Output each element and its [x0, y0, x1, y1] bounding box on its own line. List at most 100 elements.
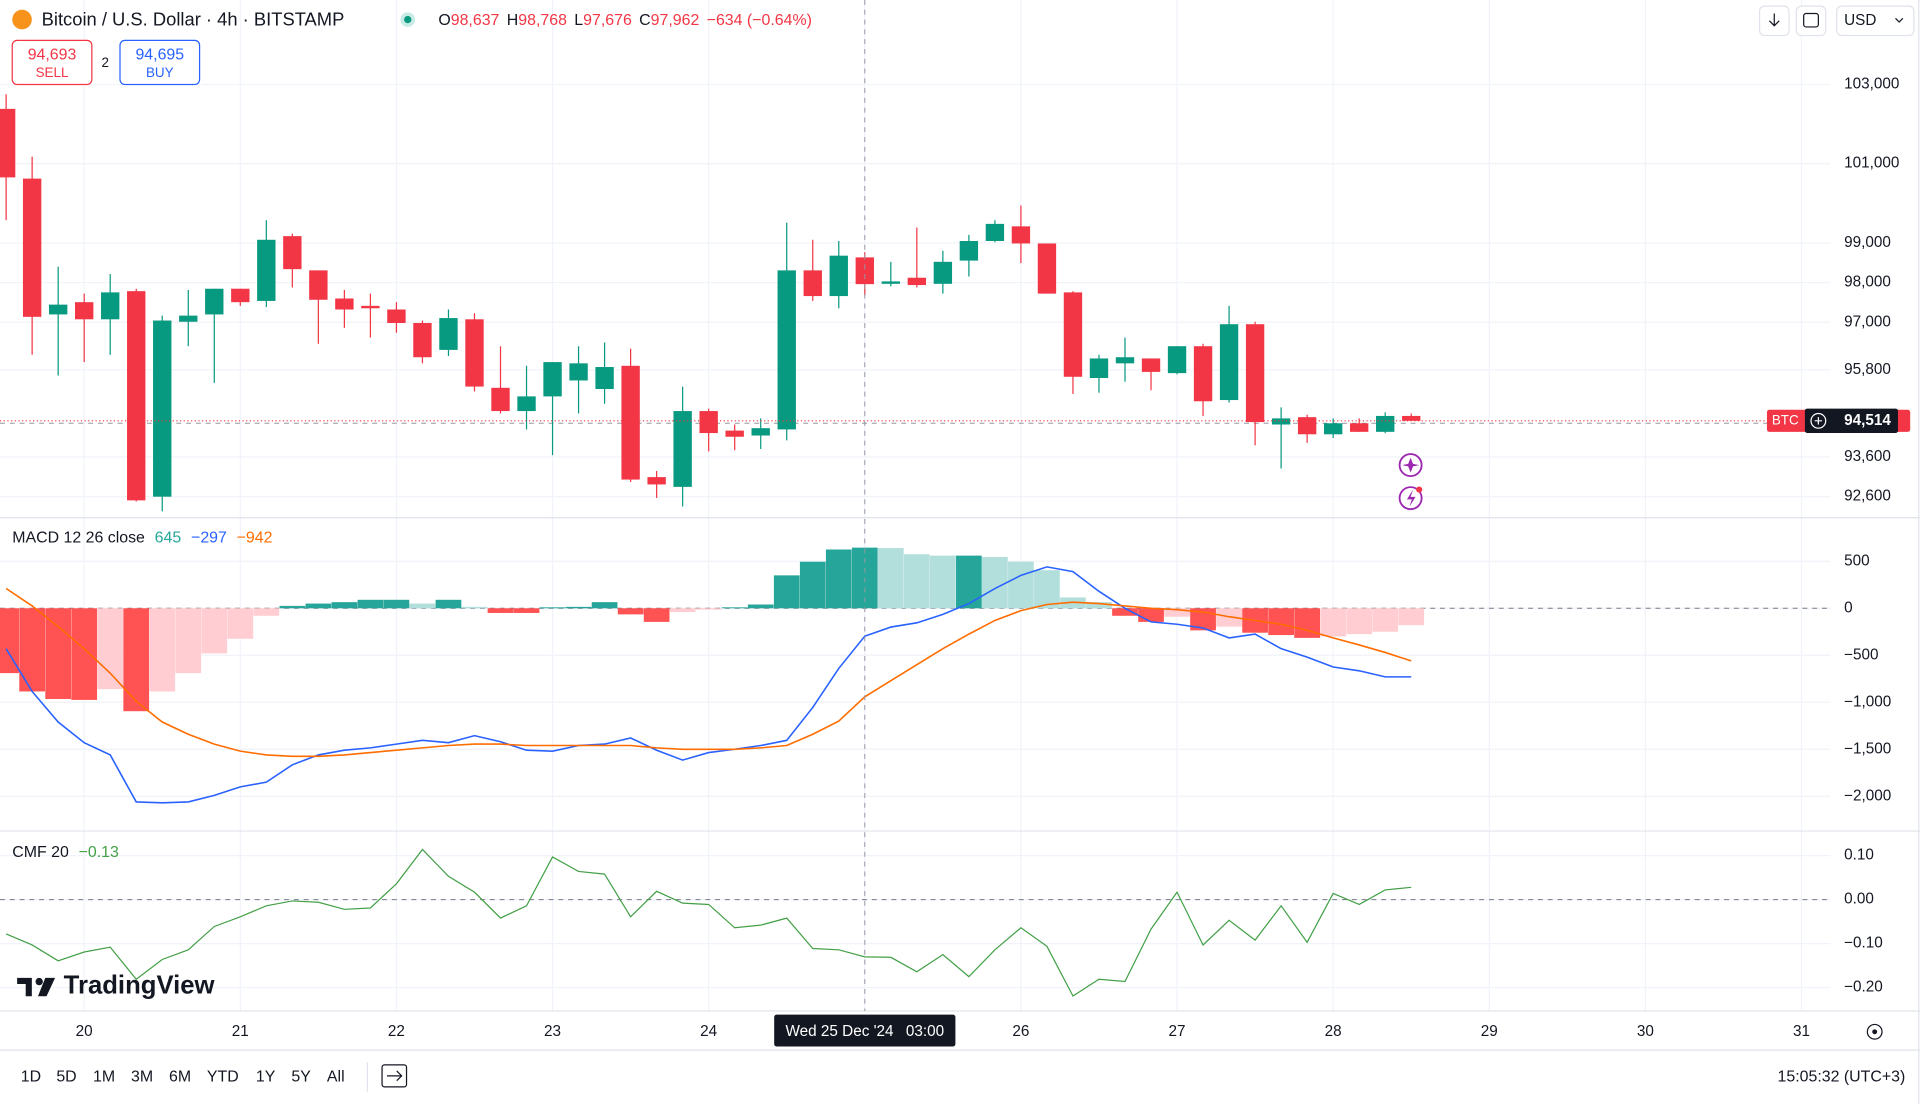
- compare-icon[interactable]: [381, 1064, 408, 1088]
- candle-body: [933, 261, 953, 284]
- period-button[interactable]: 6M: [169, 1068, 191, 1085]
- histogram-bar: [1086, 602, 1112, 609]
- ohlc-key: L: [574, 12, 583, 29]
- period-button[interactable]: 1Y: [256, 1068, 276, 1085]
- y-tick-label: −1,500: [1844, 740, 1891, 757]
- x-tick-label: 20: [76, 1023, 93, 1040]
- sell-button[interactable]: 94,693 SELL: [11, 39, 93, 86]
- sell-box[interactable]: [11, 39, 93, 86]
- candle-body: [387, 309, 406, 323]
- ohlc-value: 97,962: [651, 12, 700, 29]
- x-tick-label: 28: [1325, 1023, 1342, 1040]
- histogram-bar: [513, 608, 540, 613]
- currency[interactable]: USD: [1844, 12, 1876, 29]
- histogram-bar: [799, 561, 826, 609]
- histogram-bar: [1138, 608, 1164, 622]
- histogram-bar: [591, 602, 618, 609]
- period-button[interactable]: All: [327, 1068, 345, 1085]
- y-tick-label: 500: [1844, 552, 1870, 569]
- y-tick-label: 101,000: [1844, 155, 1899, 172]
- candle-body: [1245, 324, 1265, 423]
- histogram-bar: [227, 608, 254, 639]
- y-tick-label: 98,000: [1844, 274, 1891, 291]
- indicator-legend: MACD 12 26 close 645 −297 −942: [12, 530, 272, 547]
- candle-body: [1297, 417, 1317, 435]
- y-tick-label: 97,000: [1844, 313, 1891, 330]
- symbol-title: Bitcoin / U.S. Dollar · 4h · BITSTAMP: [42, 9, 345, 30]
- logo-mark: [37, 977, 56, 997]
- period-button[interactable]: YTD: [207, 1068, 239, 1085]
- sell-label[interactable]: SELL: [36, 65, 69, 80]
- period-button[interactable]: 1D: [21, 1068, 41, 1085]
- candle-body: [881, 281, 900, 284]
- candle-body: [543, 362, 562, 397]
- legend-value: −297: [191, 530, 227, 547]
- candle-body: [361, 305, 380, 309]
- logo-mark: [17, 977, 32, 997]
- candle-body: [1323, 423, 1343, 435]
- histogram-bar: [331, 602, 358, 609]
- histogram-bar: [903, 554, 930, 609]
- histogram-bar: [721, 607, 748, 609]
- ohlc-value: 97,676: [583, 12, 632, 29]
- marks-layer: [0, 94, 1767, 997]
- histogram-bar: [565, 606, 592, 609]
- candle-body: [1167, 346, 1187, 374]
- y-tick-label: 95,800: [1844, 361, 1891, 378]
- candle-body: [205, 288, 224, 315]
- candle-body: [569, 363, 588, 381]
- download-button[interactable]: [1758, 5, 1790, 37]
- period-button[interactable]: 3M: [131, 1068, 153, 1085]
- sync-button[interactable]: [1795, 5, 1827, 37]
- period-button[interactable]: 1M: [93, 1068, 115, 1085]
- candle-body: [699, 411, 718, 434]
- buy-price[interactable]: 94,695: [135, 46, 184, 63]
- spread: 2: [102, 55, 109, 70]
- candle-body: [48, 304, 68, 315]
- buy-label[interactable]: BUY: [146, 65, 174, 80]
- caret: [1895, 17, 1904, 23]
- settings-icon[interactable]: [1866, 1023, 1883, 1040]
- button-box[interactable]: [1836, 5, 1915, 37]
- crosshair-label-box: [774, 1014, 956, 1047]
- candle-body: [75, 302, 94, 320]
- histogram-bar: [71, 608, 98, 700]
- candle-body: [22, 178, 42, 317]
- x-tick-label: 27: [1169, 1023, 1186, 1040]
- price-label: 94,514: [1844, 412, 1891, 429]
- sell-price[interactable]: 94,693: [28, 46, 77, 63]
- y-tick-label: 92,600: [1844, 488, 1891, 505]
- candle-body: [595, 367, 614, 390]
- buy-button[interactable]: 94,695 BUY: [119, 39, 201, 86]
- y-tick-label: 93,600: [1844, 448, 1891, 465]
- histogram-bar: [877, 548, 904, 609]
- compare-button[interactable]: [381, 1064, 408, 1088]
- bolt: [1406, 489, 1416, 507]
- button-box[interactable]: [1795, 5, 1827, 37]
- market-status-dot: [404, 15, 412, 24]
- period-button[interactable]: 5Y: [291, 1068, 311, 1085]
- logo-mark: [35, 977, 43, 986]
- candle-body: [1376, 415, 1395, 432]
- histogram-bar: [695, 608, 722, 610]
- candle-body: [829, 255, 848, 297]
- y-tick-label: 0: [1844, 599, 1853, 616]
- histogram-bar: [669, 608, 696, 613]
- y-tick-label: −0.20: [1844, 979, 1883, 996]
- period-button[interactable]: 5D: [56, 1068, 76, 1085]
- indicator-legend: CMF 20 −0.13: [12, 844, 119, 861]
- ohlc-value: 98,768: [518, 12, 567, 29]
- plus-icon[interactable]: [1810, 412, 1827, 429]
- currency-button[interactable]: USD: [1836, 5, 1915, 37]
- crosshair-label: Wed 25 Dec '24 03:00: [785, 1023, 944, 1040]
- y-tick-label: 103,000: [1844, 75, 1899, 92]
- candle-body: [153, 320, 172, 497]
- histogram-bar: [1112, 608, 1138, 616]
- buy-box[interactable]: [119, 39, 201, 86]
- y-tick-label: 99,000: [1844, 234, 1891, 251]
- y-tick-label: −2,000: [1844, 787, 1891, 804]
- candle-body: [1271, 418, 1291, 425]
